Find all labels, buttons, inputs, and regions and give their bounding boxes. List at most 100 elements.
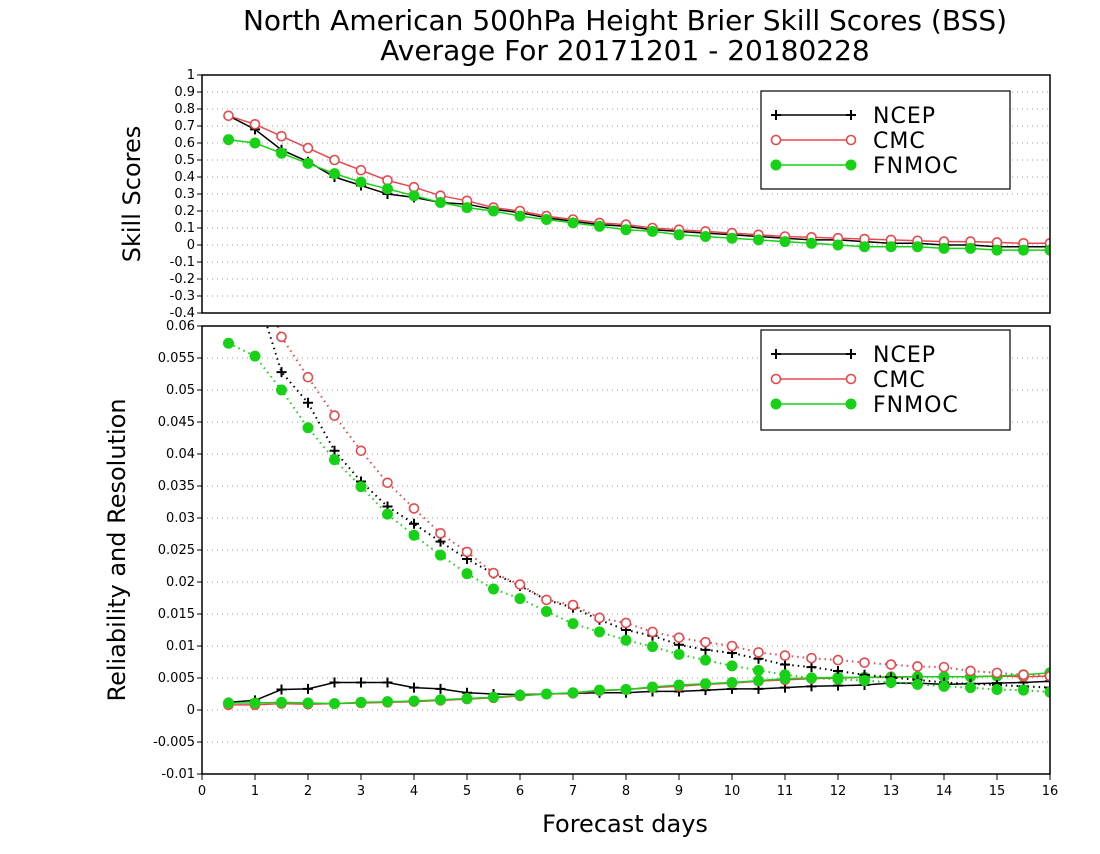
y-tick-label: 0.1 [174, 221, 195, 236]
data-point-fnmoc [435, 197, 446, 208]
data-point-ncep [329, 445, 340, 456]
data-point-fnmoc [594, 220, 605, 232]
legend-marker-ncep [846, 110, 856, 120]
data-point-fnmoc [329, 698, 340, 710]
data-point-cmc [541, 594, 552, 606]
y-tick-label: 0.01 [166, 639, 195, 654]
data-point-fnmoc [1044, 244, 1050, 256]
data-point-cmc [912, 661, 923, 672]
y-tick-label: 0.2 [174, 204, 195, 219]
data-point-fnmoc [832, 673, 844, 685]
data-point-fnmoc [223, 337, 234, 349]
data-point-ncep [250, 283, 260, 293]
data-point-cmc [567, 599, 579, 611]
series-line-cmc-resolution [276, 326, 1050, 678]
x-tick-label: 7 [569, 784, 577, 799]
y-tick-label: 0.025 [158, 543, 195, 558]
legend-label-ncep: NCEP [873, 104, 936, 129]
x-tick-label: 16 [1042, 784, 1059, 799]
data-point-fnmoc [1018, 684, 1029, 696]
y-tick-label: 1 [187, 68, 195, 83]
legend-marker-fnmoc [845, 398, 857, 410]
data-point-fnmoc [514, 689, 526, 701]
bottom-y-ticks: -0.01 -0.005 0 0.005 0.01 0.015 0.02 0.025 0.03 0… [153, 319, 202, 782]
data-point-fnmoc [859, 241, 870, 253]
data-point-fnmoc [355, 696, 367, 708]
data-point-fnmoc [700, 654, 711, 666]
data-point-cmc [514, 579, 526, 590]
data-point-cmc [276, 331, 287, 343]
x-tick-label: 3 [357, 784, 365, 799]
data-point-fnmoc [355, 481, 367, 493]
data-point-fnmoc [435, 549, 446, 561]
data-point-fnmoc [223, 134, 234, 146]
data-point-fnmoc [700, 678, 711, 690]
legend-label-fnmoc: FNMOC [873, 154, 959, 179]
bottom-y-axis-title: Reliability and Resolution [103, 398, 131, 701]
data-point-ncep [382, 677, 393, 688]
data-point-fnmoc [329, 168, 340, 180]
data-point-fnmoc [779, 669, 791, 681]
bottom-series [223, 258, 1050, 711]
data-point-fnmoc [488, 205, 499, 217]
data-point-cmc [488, 567, 499, 579]
y-tick-label: 0.02 [166, 575, 195, 590]
data-point-fnmoc [302, 157, 314, 169]
data-point-fnmoc [753, 675, 764, 687]
legend-marker-fnmoc [845, 159, 857, 171]
data-point-cmc [329, 410, 340, 421]
data-point-cmc [355, 164, 367, 176]
data-point-fnmoc [753, 234, 764, 246]
data-point-cmc [461, 546, 473, 558]
data-point-fnmoc [806, 672, 817, 684]
data-point-fnmoc [302, 422, 314, 434]
data-point-fnmoc [408, 529, 420, 541]
data-point-cmc [1018, 669, 1029, 681]
data-point-ncep [303, 683, 313, 694]
x-tick-label: 5 [463, 784, 471, 799]
data-point-cmc [329, 154, 340, 166]
x-tick-label: 8 [622, 784, 630, 799]
legend-label-fnmoc: FNMOC [873, 393, 959, 418]
data-point-fnmoc [488, 583, 499, 595]
y-tick-label: 0.7 [174, 119, 195, 134]
top-plot-frame [201, 74, 1051, 314]
data-point-fnmoc [541, 605, 552, 617]
y-tick-label: -0.1 [170, 255, 195, 270]
data-point-cmc [938, 661, 950, 673]
data-point-fnmoc [461, 692, 473, 704]
data-point-fnmoc [991, 244, 1003, 256]
data-point-fnmoc [859, 675, 870, 687]
y-tick-label: 0.045 [158, 415, 195, 430]
data-point-cmc [753, 647, 764, 658]
data-point-cmc [965, 665, 976, 677]
data-point-ncep [806, 662, 817, 673]
data-point-ncep [1045, 676, 1050, 687]
y-tick-label: 0.4 [174, 170, 195, 185]
series-line-fnmoc-reliability [228, 672, 1050, 705]
legend-label-cmc: CMC [873, 129, 926, 154]
data-point-fnmoc [779, 236, 791, 248]
y-tick-label: 0.005 [158, 671, 195, 686]
chart-title: North American 500hPa Height Brier Skill… [243, 4, 1007, 37]
data-point-ncep [409, 518, 419, 529]
x-tick-label: 13 [883, 784, 900, 799]
data-point-fnmoc [249, 137, 261, 149]
data-point-cmc [408, 503, 420, 514]
data-point-fnmoc [912, 678, 923, 690]
y-tick-label: 0.04 [166, 447, 195, 462]
legend-marker-cmc [770, 134, 782, 146]
data-point-fnmoc [541, 214, 552, 225]
data-point-cmc [302, 371, 314, 383]
data-point-cmc [859, 657, 870, 668]
data-point-cmc [251, 258, 260, 267]
reliability-resolution-panel: -0.01 -0.005 0 0.005 0.01 0.015 0.02 0.025 0.03 0… [103, 258, 1059, 838]
y-tick-label: 0 [187, 238, 195, 253]
data-point-fnmoc [620, 684, 632, 696]
data-point-fnmoc [1018, 244, 1029, 256]
bottom-plot-frame [201, 325, 1051, 775]
y-tick-label: 0.015 [158, 607, 195, 622]
data-point-fnmoc [514, 210, 526, 222]
